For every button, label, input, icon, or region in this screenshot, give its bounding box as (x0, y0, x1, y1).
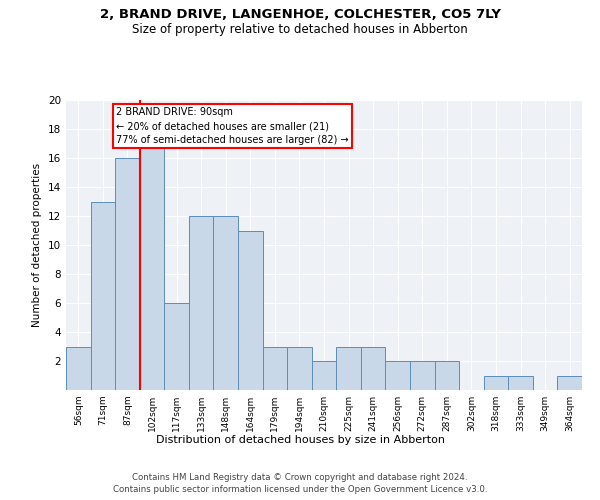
Bar (66, 346, 91, 390)
Bar (263, 346, 287, 390)
Bar (91, 202, 115, 390)
Text: Size of property relative to detached houses in Abberton: Size of property relative to detached ho… (132, 22, 468, 36)
Bar (214, 216, 238, 390)
Bar (361, 346, 385, 390)
Bar (336, 346, 361, 390)
Bar (557, 376, 582, 390)
Bar (238, 230, 263, 390)
Bar (287, 346, 312, 390)
Bar (312, 361, 336, 390)
Bar (115, 158, 140, 390)
Text: 2, BRAND DRIVE, LANGENHOE, COLCHESTER, CO5 7LY: 2, BRAND DRIVE, LANGENHOE, COLCHESTER, C… (100, 8, 500, 20)
Text: Distribution of detached houses by size in Abberton: Distribution of detached houses by size … (155, 435, 445, 445)
Bar (385, 361, 410, 390)
Text: Contains HM Land Registry data © Crown copyright and database right 2024.: Contains HM Land Registry data © Crown c… (132, 472, 468, 482)
Text: 2 BRAND DRIVE: 90sqm
← 20% of detached houses are smaller (21)
77% of semi-detac: 2 BRAND DRIVE: 90sqm ← 20% of detached h… (116, 108, 349, 146)
Bar (508, 376, 533, 390)
Bar (164, 303, 189, 390)
Bar (140, 144, 164, 390)
Y-axis label: Number of detached properties: Number of detached properties (32, 163, 43, 327)
Bar (410, 361, 434, 390)
Bar (484, 376, 508, 390)
Bar (434, 361, 459, 390)
Bar (189, 216, 214, 390)
Text: Contains public sector information licensed under the Open Government Licence v3: Contains public sector information licen… (113, 485, 487, 494)
